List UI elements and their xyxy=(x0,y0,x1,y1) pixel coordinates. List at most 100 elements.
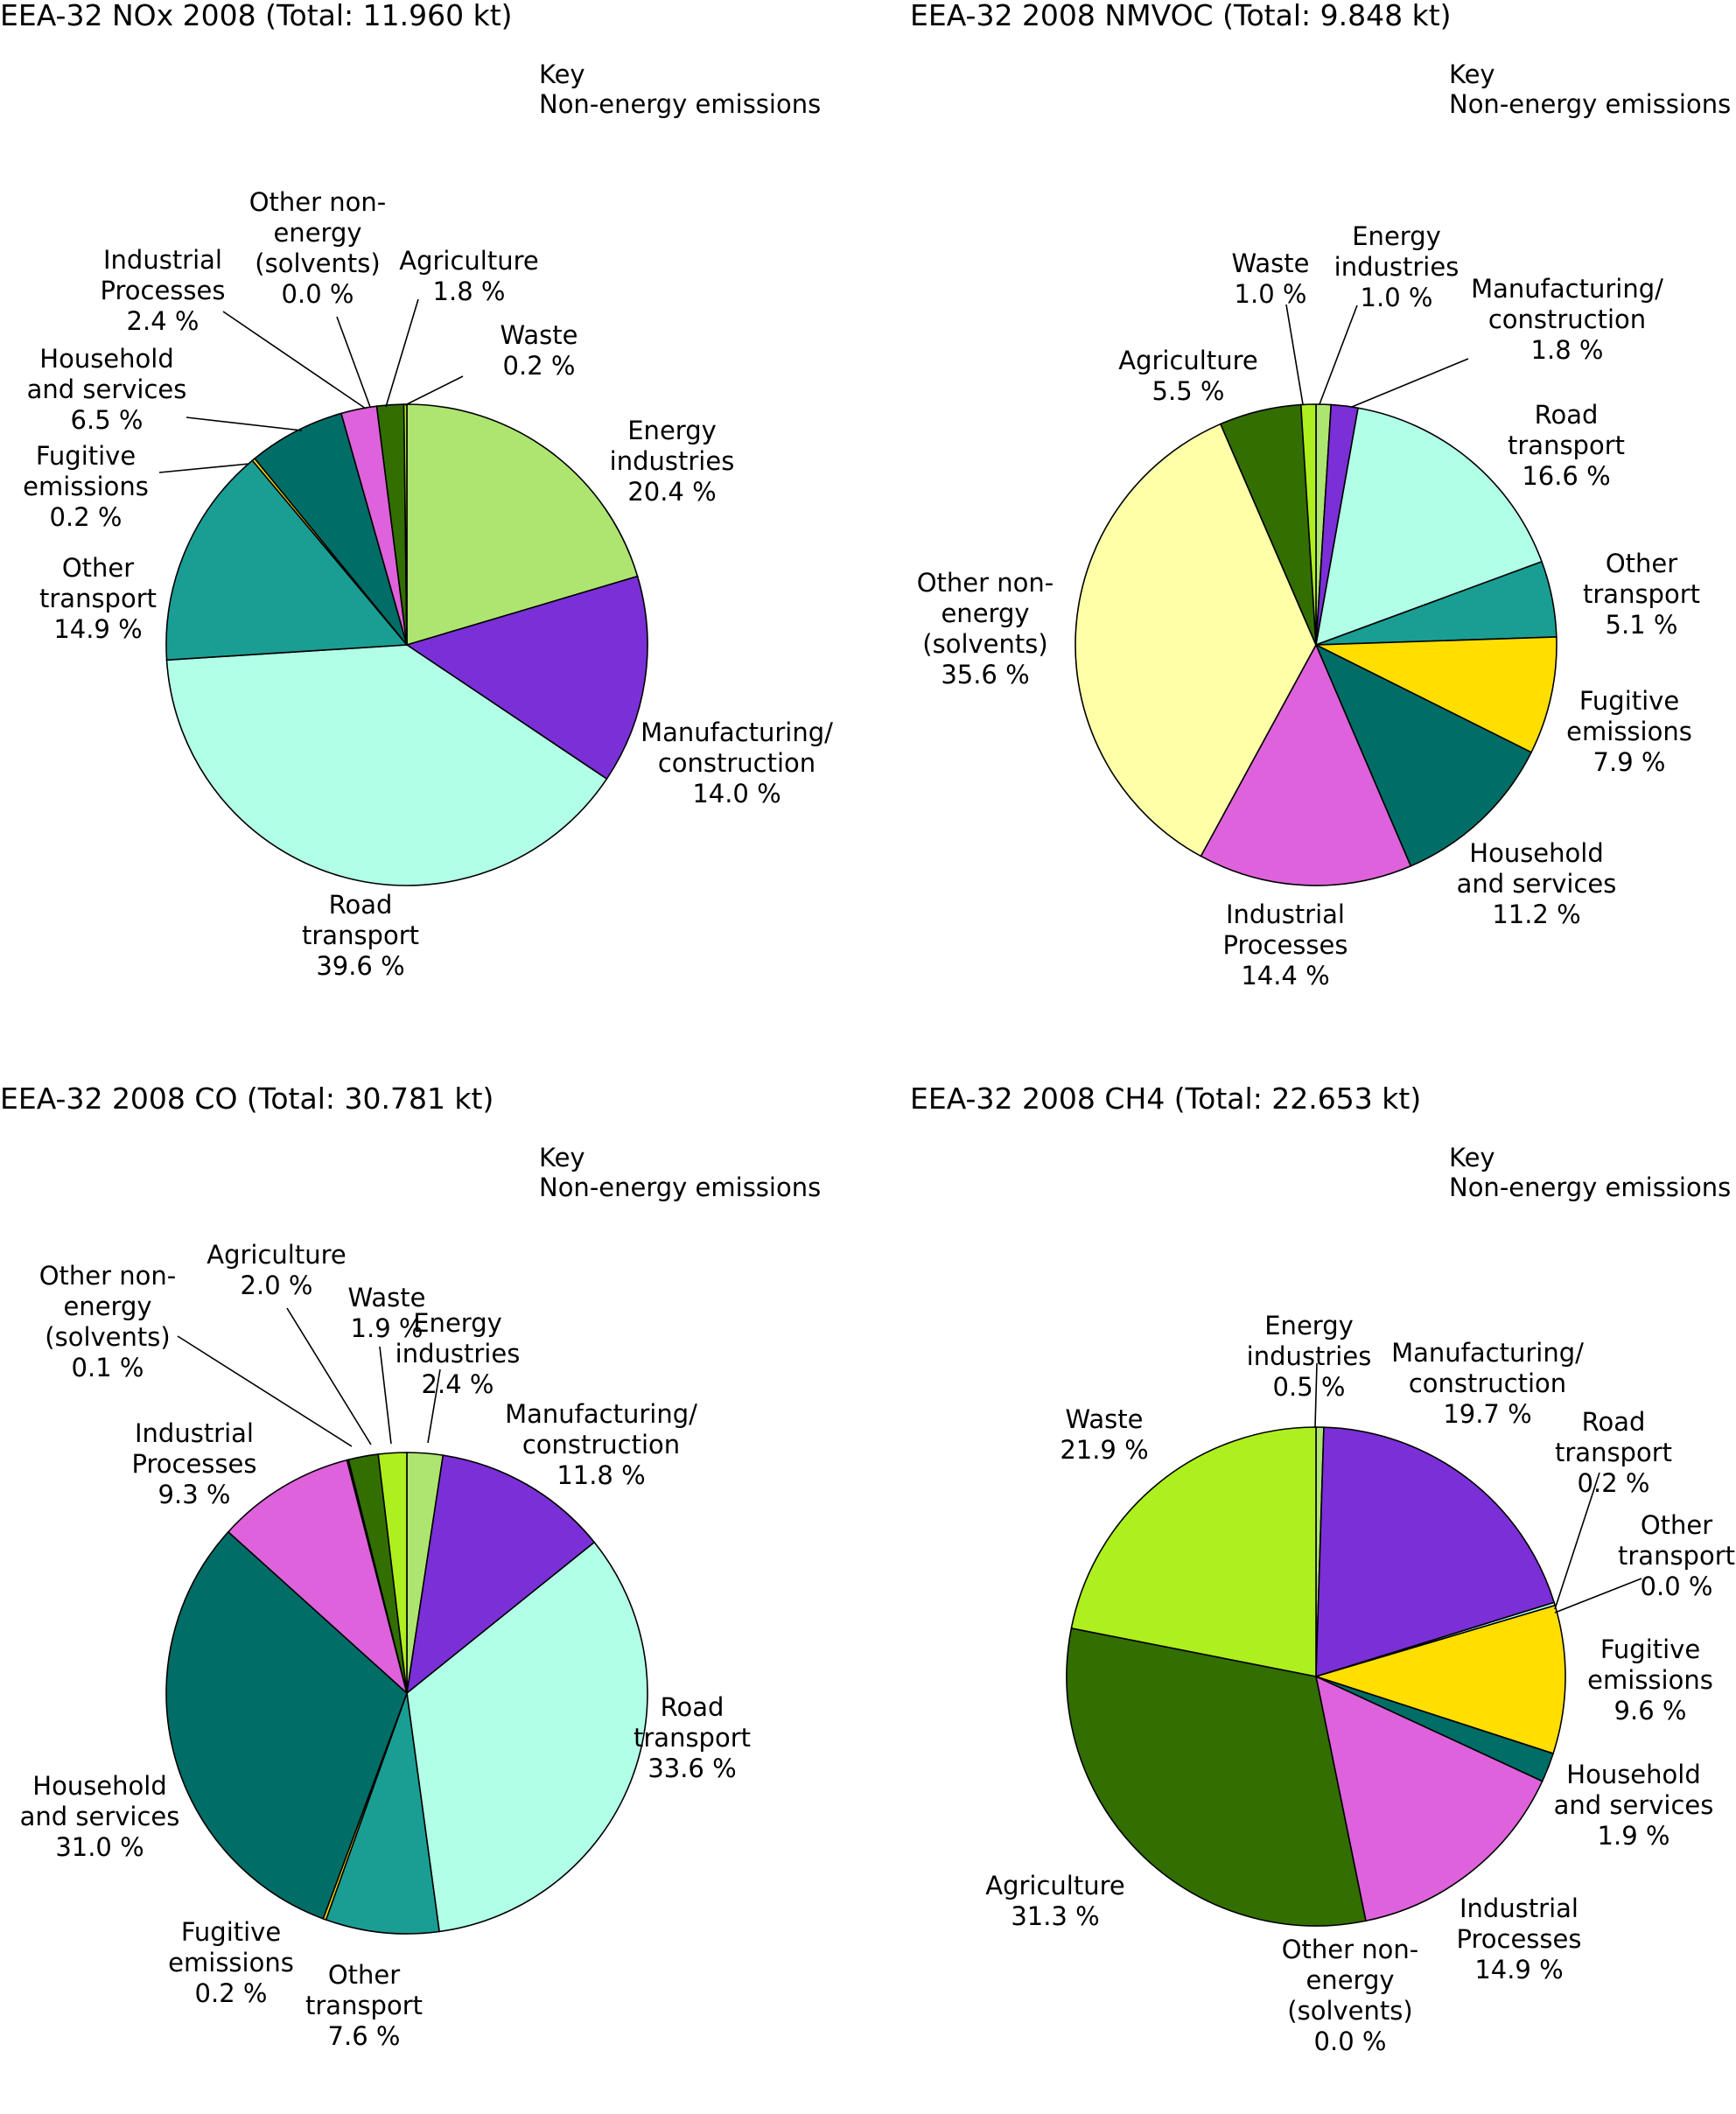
pie-slice-road-transport xyxy=(1314,407,1544,647)
leader-line-household-and-services xyxy=(186,416,303,431)
slice-label-line: and services xyxy=(27,374,187,404)
slice-label-line: Fugitive xyxy=(1579,686,1679,716)
slice-label-line: industries xyxy=(1334,252,1460,282)
pie-slice-household-and-services xyxy=(1314,643,1533,867)
slice-label-line: Processes xyxy=(1223,930,1348,960)
slice-label-line: industries xyxy=(1247,1341,1372,1371)
slice-value: 0.2 % xyxy=(50,502,122,532)
slice-label-line: emissions xyxy=(1587,1665,1713,1695)
slice-label-line: Processes xyxy=(1457,1924,1582,1954)
slice-label-line: emissions xyxy=(168,1948,294,1978)
slice-label-agriculture: Agriculture 2.0 % xyxy=(206,1240,346,1300)
slice-value: 11.2 % xyxy=(1492,900,1580,929)
pie-slice-fugitive-emissions xyxy=(1315,636,1558,753)
slice-label-fugitive-emissions: Fugitive emissions 7.9 % xyxy=(1566,686,1692,777)
slice-label-road-transport: Road transport 16.6 % xyxy=(1508,400,1625,491)
pie-slice-manufacturing-construction xyxy=(405,1454,596,1695)
slice-value: 2.4 % xyxy=(422,1369,494,1399)
slice-value: 5.5 % xyxy=(1152,376,1225,406)
slice-label-line: Processes xyxy=(101,276,226,305)
slice-value: 1.0 % xyxy=(1361,283,1433,312)
slice-label-line: Fugitive xyxy=(181,1917,281,1947)
leader-line-waste xyxy=(404,375,464,406)
slice-value: 7.6 % xyxy=(328,2021,401,2051)
pie-chart-svg: Energy industries 2.4 %Manufacturing/const… xyxy=(20,1240,751,2051)
pie-slice-household-and-services xyxy=(253,412,408,646)
slice-label-line: Household xyxy=(32,1771,166,1801)
slice-label-energy-industries: Energy industries 2.4 % xyxy=(396,1308,521,1399)
slice-label-line: transport xyxy=(305,1991,423,2020)
slice-value: 0.2 % xyxy=(195,1978,268,2008)
pie-slice-household-and-services xyxy=(165,1530,408,1920)
slice-label-manufacturing-construction: Manufacturing/construction 19.7 % xyxy=(1391,1338,1584,1429)
slice-value: 0.2 % xyxy=(503,351,576,381)
slice-label-industrial-processes: Industrial Processes 14.4 % xyxy=(1223,900,1348,990)
slice-value: 39.6 % xyxy=(316,951,404,981)
slice-label-line: Road xyxy=(1535,400,1599,430)
slice-label-line: Other xyxy=(1606,549,1677,578)
chart-key: Key Non-energy emissions xyxy=(539,1143,821,1202)
slice-label-line: transport xyxy=(1583,579,1700,609)
slice-value: 33.6 % xyxy=(648,1754,736,1783)
key-title: Key xyxy=(539,60,585,89)
key-title: Key xyxy=(1449,60,1495,89)
pie-slice-waste xyxy=(377,1452,408,1694)
slice-value: 11.8 % xyxy=(556,1460,645,1490)
slice-label-road-transport: Road transport 39.6 % xyxy=(302,890,419,981)
slice-label-line: Industrial xyxy=(1460,1894,1578,1923)
slice-label-line: Road xyxy=(329,890,393,920)
slice-label-line: construction xyxy=(1488,304,1646,334)
slice-label-line: Household xyxy=(1469,838,1603,868)
slice-label-industrial-processes: Industrial Processes 9.3 % xyxy=(132,1418,257,1509)
slice-label-line: Processes xyxy=(132,1449,257,1479)
pie-slice-waste xyxy=(1299,403,1317,646)
slice-value: 20.4 % xyxy=(627,477,716,507)
slice-label-line: Other non- xyxy=(917,568,1054,598)
slice-value: 0.0 % xyxy=(1314,2026,1387,2056)
slice-value: 1.0 % xyxy=(1235,279,1307,309)
slice-label-line: Household xyxy=(39,344,173,374)
slice-label-line: Industrial xyxy=(1226,900,1345,929)
key-title: Key xyxy=(1449,1143,1495,1172)
slice-label-other-transport: Other transport 14.9 % xyxy=(39,553,157,644)
slice-value: 19.7 % xyxy=(1443,1399,1531,1429)
slice-label-line: Fugitive xyxy=(36,441,136,471)
slice-value: 0.0 % xyxy=(1641,1572,1713,1601)
slice-label-line: (solvents) xyxy=(45,1322,170,1352)
slice-label-line: transport xyxy=(1555,1438,1672,1467)
leader-line-energy-industries xyxy=(427,1368,441,1444)
pie-panel-co: EEA-32 2008 CO (Total: 30.781 kt) Key No… xyxy=(0,1082,868,2114)
chart-key: Key Non-energy emissions xyxy=(539,60,821,119)
slice-label-line: and services xyxy=(1457,869,1617,899)
slice-label-line: emissions xyxy=(23,472,149,501)
slice-label-line: Road xyxy=(661,1692,724,1722)
slice-label-line: Other non- xyxy=(249,187,387,217)
pie-slice-agriculture xyxy=(1066,1627,1367,1927)
pie-slice-other-transport xyxy=(325,1692,440,1935)
pie-chart-svg: Energy industries 0.5 %Manufacturing/const… xyxy=(985,1311,1735,2056)
leader-line-industrial-processes xyxy=(222,311,367,410)
leader-line-other-non-energy-solvents xyxy=(177,1335,353,1447)
slice-label-line: Energy xyxy=(1264,1311,1354,1340)
pie-slice-manufacturing-construction xyxy=(405,575,648,780)
pie-slice-road-transport xyxy=(165,644,608,886)
slice-value: 9.6 % xyxy=(1614,1696,1687,1726)
slice-value: 0.5 % xyxy=(1273,1372,1346,1402)
slice-label-waste: Waste 1.9 % xyxy=(348,1283,426,1343)
slice-label-energy-industries: Energy industries 0.5 % xyxy=(1247,1311,1372,1402)
leader-line-energy-industries xyxy=(1319,304,1358,405)
slice-value: 0.2 % xyxy=(1578,1468,1650,1498)
slice-label-line: emissions xyxy=(1566,717,1692,746)
pie-slice-road-transport xyxy=(406,1541,648,1933)
leader-line-agriculture xyxy=(286,1307,372,1446)
slice-label-agriculture: Agriculture 5.5 % xyxy=(1118,346,1258,406)
slice-label-line: Other xyxy=(1641,1510,1712,1540)
slice-label-line: Energy xyxy=(627,416,717,445)
key-subtitle: Non-energy emissions xyxy=(1449,1172,1732,1202)
leader-line-agriculture xyxy=(385,298,419,408)
leader-line-other-transport xyxy=(1554,1578,1642,1614)
slice-label-other-transport: Other transport 0.0 % xyxy=(1618,1510,1735,1601)
leader-line-fugitive-emissions xyxy=(158,463,250,473)
slice-label-other-non-energy-solvents: Other non-energy (solvents) 0.1 % xyxy=(39,1261,177,1382)
slice-label-other-non-energy-solvents: Other non-energy (solvents) 0.0 % xyxy=(1282,1935,1419,2056)
